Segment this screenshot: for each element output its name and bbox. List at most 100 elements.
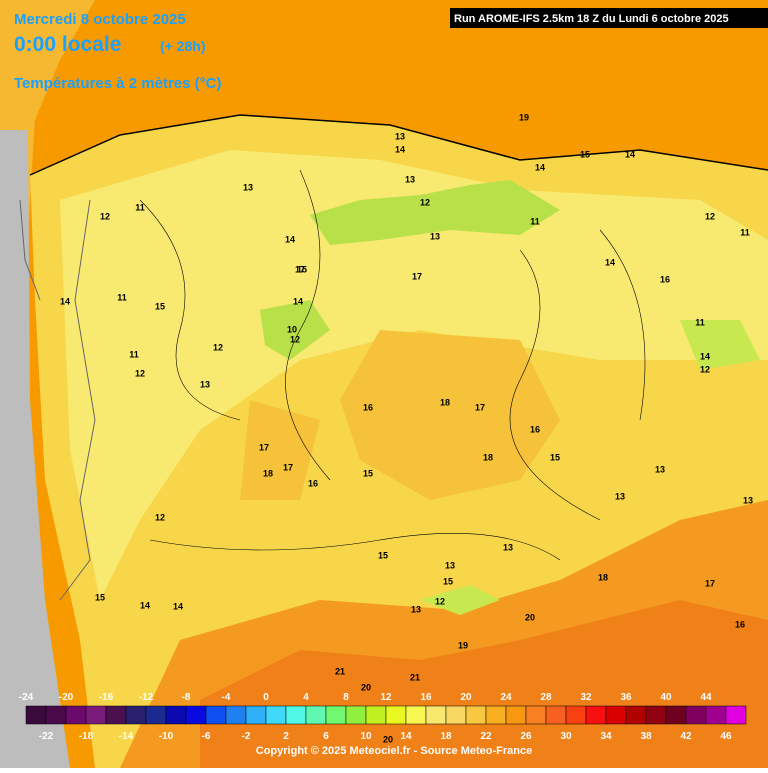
contour-label: 12 — [290, 334, 300, 344]
contour-label: 16 — [735, 619, 745, 629]
contour-label: 15 — [297, 264, 307, 274]
contour-label: 19 — [458, 640, 468, 650]
contour-label: 19 — [519, 112, 529, 122]
scale-label: 46 — [720, 731, 732, 742]
scale-swatch — [325, 705, 347, 725]
contour-label: 11 — [530, 216, 540, 226]
contour-label: 16 — [363, 402, 373, 412]
contour-label: 17 — [412, 271, 422, 281]
scale-label: 32 — [580, 692, 592, 703]
contour-label: 12 — [705, 211, 715, 221]
scale-swatch — [485, 705, 507, 725]
scale-swatch — [385, 705, 407, 725]
contour-label: 13 — [445, 560, 455, 570]
cold-patch — [680, 320, 760, 370]
contour-label: 13 — [405, 174, 415, 184]
contour-label: 15 — [443, 576, 453, 586]
scale-label: 6 — [323, 731, 329, 742]
scale-label: 0 — [263, 692, 269, 703]
scale-swatch — [345, 705, 367, 725]
contour-label: 15 — [378, 550, 388, 560]
scale-label: 44 — [700, 692, 712, 703]
contour-label: 12 — [435, 596, 445, 606]
isotherm — [139, 169, 646, 561]
scale-swatch — [545, 705, 567, 725]
contour-label: 12 — [700, 364, 710, 374]
contour-label: 20 — [525, 612, 535, 622]
contour-label: 14 — [293, 296, 303, 306]
scale-label: -2 — [242, 731, 251, 742]
scale-swatch — [405, 705, 427, 725]
scale-label: 28 — [540, 692, 552, 703]
scale-label: -22 — [39, 731, 54, 742]
scale-swatch — [425, 705, 447, 725]
warm-zone — [340, 330, 560, 500]
scale-swatch — [225, 705, 247, 725]
variable: Températures à 2 mètres (°C) — [14, 75, 221, 92]
land-outside — [0, 130, 70, 768]
contour-label: 17 — [283, 462, 293, 472]
scale-label: 26 — [520, 731, 532, 742]
contour-label: 11 — [129, 349, 139, 359]
scale-swatch — [285, 705, 307, 725]
scale-label: -6 — [202, 731, 211, 742]
contour-label: 18 — [483, 452, 493, 462]
coastline — [29, 114, 768, 176]
contour-label: 14 — [173, 601, 183, 611]
scale-label: -16 — [99, 692, 114, 703]
contour-label: 13 — [200, 379, 210, 389]
scale-swatch — [125, 705, 147, 725]
contour-label: 14 — [395, 144, 405, 154]
scale-label: 2 — [283, 731, 289, 742]
scale-swatch — [465, 705, 487, 725]
scale-swatch — [565, 705, 587, 725]
scale-label: 30 — [560, 731, 572, 742]
scale-label: -4 — [222, 692, 231, 703]
contour-label: 14 — [700, 351, 710, 361]
contour-label: 12 — [100, 211, 110, 221]
contour-label: 13 — [655, 464, 665, 474]
contour-label: 18 — [440, 397, 450, 407]
scale-swatch — [65, 705, 87, 725]
contour-label: 12 — [420, 197, 430, 207]
scale-label: 8 — [343, 692, 349, 703]
contour-label: 14 — [140, 600, 150, 610]
contour-label: 20 — [361, 682, 371, 692]
scale-label: 34 — [600, 731, 612, 742]
scale-swatch — [685, 705, 707, 725]
scale-swatch — [665, 705, 687, 725]
contour-label: 14 — [535, 162, 545, 172]
contour-label: 16 — [530, 424, 540, 434]
contour-label: 12 — [135, 368, 145, 378]
contour-label: 17 — [295, 264, 305, 274]
contour-label: 12 — [155, 512, 165, 522]
scale-swatch — [645, 705, 667, 725]
cold-patch — [260, 300, 330, 360]
contour-label: 12 — [213, 342, 223, 352]
scale-label: 38 — [640, 731, 652, 742]
scale-swatch — [605, 705, 627, 725]
run-info: Run AROME-IFS 2.5km 18 Z du Lundi 6 octo… — [454, 13, 729, 25]
scale-label: 22 — [480, 731, 492, 742]
scale-label: 36 — [620, 692, 632, 703]
contour-label: 13 — [395, 131, 405, 141]
contour-label: 14 — [625, 149, 635, 159]
contour-label: 13 — [743, 495, 753, 505]
contour-label: 20 — [383, 734, 393, 744]
hot-zone — [200, 600, 768, 768]
contour-label: 15 — [580, 149, 590, 159]
scale-label: 20 — [460, 692, 472, 703]
scale-label: 14 — [400, 731, 412, 742]
scale-label: 42 — [680, 731, 692, 742]
contour-label: 17 — [705, 578, 715, 588]
contour-label: 21 — [410, 672, 420, 682]
scale-swatch — [185, 705, 207, 725]
color-scale: -24 -20 -16 -12 -8 -4 0 4 8 12 16 20 24 28 32 36 40 44-22… — [19, 692, 747, 742]
contour-label: 18 — [598, 572, 608, 582]
contour-label: 14 — [60, 296, 70, 306]
contour-label: 13 — [243, 182, 253, 192]
scale-label: -10 — [159, 731, 174, 742]
scale-swatch — [445, 705, 467, 725]
contour-label: 13 — [430, 231, 440, 241]
